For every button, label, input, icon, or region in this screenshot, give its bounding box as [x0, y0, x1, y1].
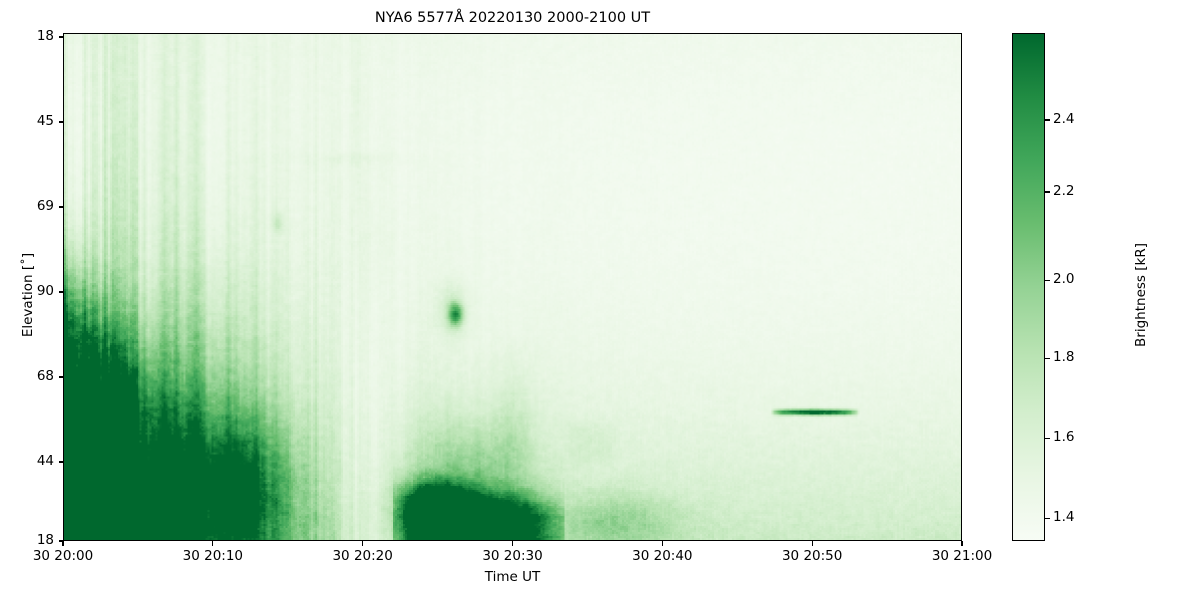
x-tick-label: 30 20:10	[182, 548, 244, 564]
keogram-plot-area	[63, 33, 962, 541]
x-tick-label: 30 20:00	[32, 548, 94, 564]
colorbar-gradient	[1013, 34, 1044, 540]
y-tick-mark	[58, 461, 63, 463]
x-tick-label: 30 20:40	[632, 548, 693, 564]
x-tick-mark	[661, 541, 663, 546]
y-tick-label: 44	[36, 453, 54, 469]
y-tick-label: 18	[36, 532, 54, 548]
x-tick-mark	[811, 541, 813, 546]
colorbar-tick-mark	[1045, 517, 1050, 519]
colorbar	[1012, 33, 1045, 541]
colorbar-tick-label: 1.6	[1053, 429, 1075, 446]
colorbar-tick-mark	[1045, 119, 1050, 121]
colorbar-tick-mark	[1045, 357, 1050, 359]
colorbar-tick-label: 1.8	[1053, 349, 1075, 366]
keogram-image	[64, 34, 961, 540]
y-tick-mark	[58, 36, 63, 38]
colorbar-tick-mark	[1045, 191, 1050, 193]
y-tick-label: 90	[36, 282, 54, 299]
colorbar-tick-label: 2.0	[1053, 271, 1075, 288]
y-axis-label: Elevation [˚]	[20, 252, 36, 338]
colorbar-tick-label: 2.4	[1053, 111, 1075, 128]
x-tick-mark	[961, 541, 963, 546]
page-title: NYA6 5577Å 20220130 2000-2100 UT	[374, 10, 651, 26]
x-tick-label: 30 21:00	[931, 548, 993, 564]
colorbar-label: Brightness [kR]	[1133, 243, 1149, 347]
y-tick-mark	[58, 206, 63, 208]
y-tick-mark	[58, 291, 63, 293]
x-tick-label: 30 20:50	[781, 548, 843, 564]
x-tick-label: 30 20:20	[332, 548, 393, 564]
x-tick-mark	[511, 541, 514, 546]
x-tick-mark	[62, 541, 64, 546]
colorbar-tick-label: 1.4	[1053, 509, 1075, 526]
y-tick-label: 18	[36, 28, 54, 44]
y-tick-mark	[58, 121, 63, 123]
y-tick-label: 45	[36, 113, 54, 129]
y-tick-label: 69	[36, 197, 54, 214]
colorbar-tick-label: 2.2	[1053, 183, 1075, 199]
y-tick-label: 68	[36, 368, 54, 385]
x-axis-label: Time UT	[484, 569, 541, 585]
x-tick-label: 30 20:30	[482, 548, 543, 564]
x-tick-mark	[212, 541, 214, 546]
colorbar-tick-mark	[1045, 279, 1050, 281]
colorbar-tick-mark	[1045, 437, 1050, 439]
y-tick-mark	[58, 376, 63, 378]
y-tick-mark	[58, 540, 63, 542]
x-tick-mark	[362, 541, 364, 546]
